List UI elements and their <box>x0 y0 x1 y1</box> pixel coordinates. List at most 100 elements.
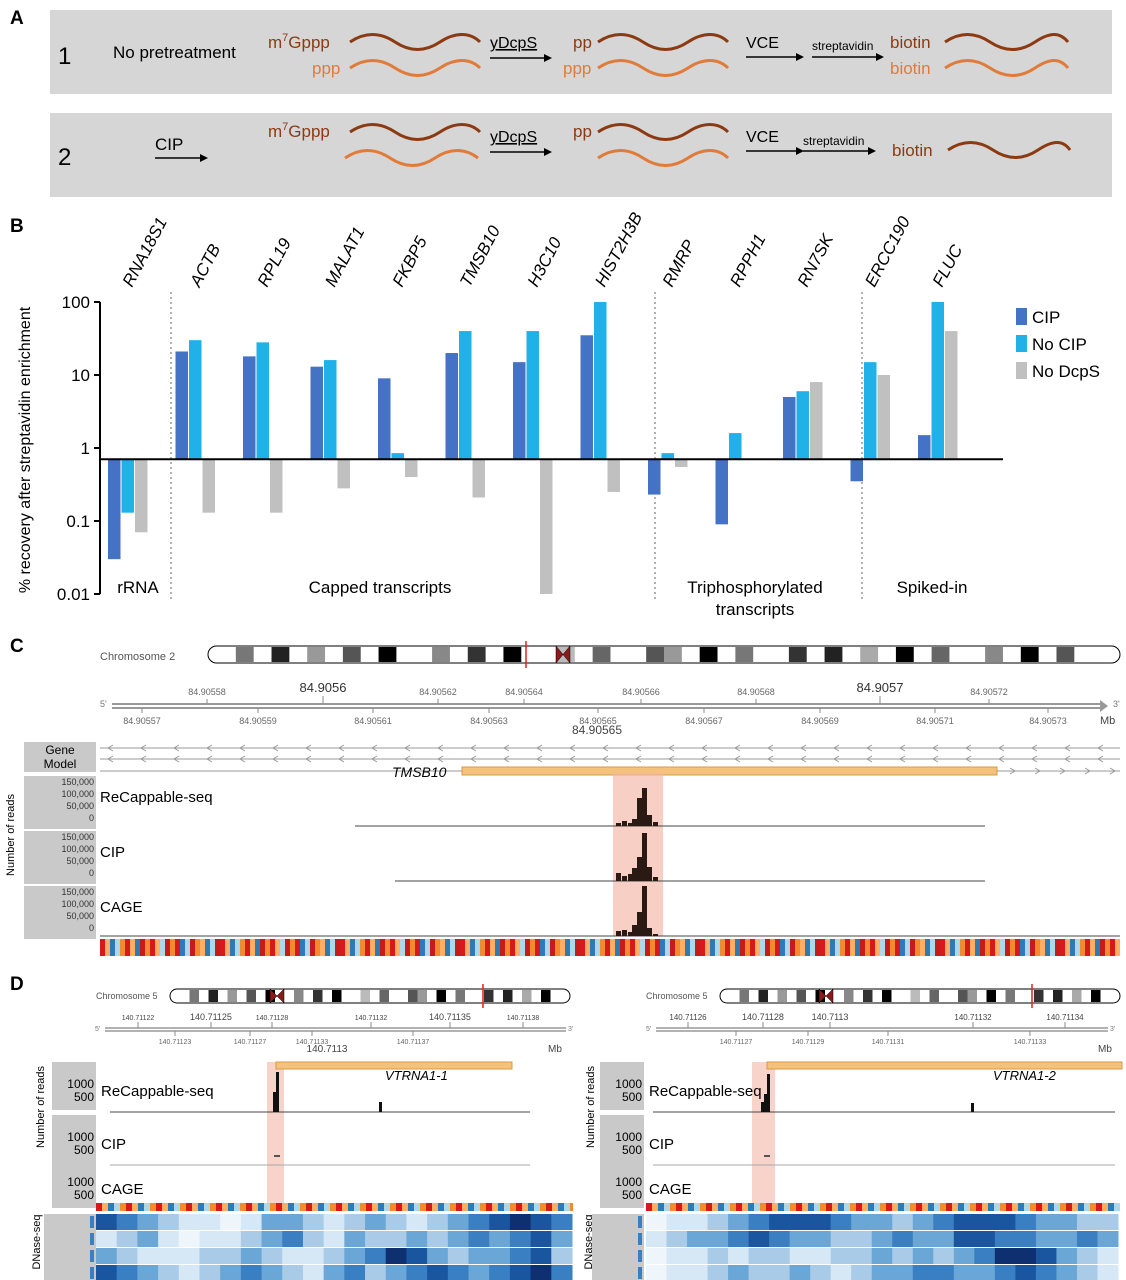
sequence-base <box>414 1203 417 1211</box>
centromere <box>555 645 571 664</box>
sequence-base <box>600 939 605 956</box>
sequence-base <box>380 939 385 956</box>
strand-arrow <box>569 755 576 763</box>
dnase-cell <box>953 1231 975 1247</box>
dnase-cell <box>323 1231 345 1247</box>
ruler-tick-label-bottom: 140.71127 <box>234 1039 267 1046</box>
sequence-base <box>995 939 1000 956</box>
gene-model-box <box>24 742 96 772</box>
chromosome-band <box>379 990 389 1002</box>
sequence-base <box>321 1203 324 1211</box>
dnase-cell <box>789 1214 811 1230</box>
row1-cap-bottom: ppp <box>312 59 340 78</box>
panel-d-left-gene-name: VTRNA1-1 <box>385 1068 448 1083</box>
sequence-base <box>399 1203 402 1211</box>
sequence-base <box>670 1203 673 1211</box>
strand-arrow <box>338 755 345 763</box>
sequence-base <box>351 1203 354 1211</box>
sequence-base <box>877 1203 880 1211</box>
sequence-base <box>655 939 660 956</box>
strand-arrow <box>965 744 972 752</box>
sequence-base <box>820 939 825 956</box>
sequence-base <box>862 1203 865 1211</box>
sequence-base <box>670 939 675 956</box>
sequence-base <box>883 1203 886 1211</box>
sequence-base <box>246 1203 249 1211</box>
sequence-base <box>907 1203 910 1211</box>
track-peak-bar <box>637 798 642 826</box>
dnase-cell <box>323 1248 345 1264</box>
sequence-base <box>934 1203 937 1211</box>
sequence-base <box>489 1203 492 1211</box>
sequence-base <box>811 1203 814 1211</box>
chromosome-band <box>735 647 754 662</box>
bar-cip <box>243 356 256 460</box>
sequence-base <box>130 939 135 956</box>
panel-b-label: B <box>10 216 24 237</box>
sequence-base <box>222 1203 225 1211</box>
sequence-base <box>417 1203 420 1211</box>
sequence-base <box>471 1203 474 1211</box>
sequence-base <box>1087 1203 1090 1211</box>
dnase-cell <box>830 1265 852 1280</box>
sequence-base <box>985 939 990 956</box>
sequence-base <box>1099 1203 1102 1211</box>
sequence-base <box>1000 1203 1003 1211</box>
track-tick-label: 50,000 <box>66 911 94 921</box>
sequence-base <box>1035 939 1040 956</box>
row1-pretreatment: No pretreatment <box>113 43 236 62</box>
sequence-base <box>724 1203 727 1211</box>
track-peak-bar <box>637 857 642 881</box>
track-name: CIP <box>649 1136 674 1153</box>
ruler-tick-label-bottom: 140.71133 <box>296 1039 329 1046</box>
dnase-cell <box>789 1265 811 1280</box>
dnase-cell <box>1056 1231 1078 1247</box>
strand-arrow <box>206 744 213 752</box>
sequence-base <box>156 1203 159 1211</box>
ruler-tick-label-bottom: 140.71133 <box>1014 1039 1047 1046</box>
chromosome-band <box>522 990 532 1002</box>
dnase-cell <box>912 1231 934 1247</box>
chromosome-band <box>664 647 682 662</box>
y-tick-label: 0.1 <box>66 512 90 531</box>
sequence-base <box>838 1203 841 1211</box>
dnase-cell <box>1056 1265 1078 1280</box>
y-tick-label: 1 <box>81 439 90 458</box>
sequence-base <box>1063 1203 1066 1211</box>
track-tick-label: 500 <box>74 1143 94 1157</box>
track-tick-label: 150,000 <box>61 887 94 897</box>
ruler-tick-label-top: 84.90564 <box>505 687 543 697</box>
sequence-base <box>438 1203 441 1211</box>
dnase-cell <box>851 1248 873 1264</box>
dnase-cell <box>261 1214 283 1230</box>
sequence-base <box>997 1203 1000 1211</box>
sequence-base <box>751 1203 754 1211</box>
bar-no-cip <box>729 433 742 460</box>
ruler-3prime: 3' <box>1110 1026 1115 1033</box>
sequence-base <box>805 1203 808 1211</box>
sequence-base <box>141 1203 144 1211</box>
track-peak-bar <box>276 1072 279 1112</box>
category-label: FLUC <box>929 241 967 290</box>
dnase-cell <box>687 1248 709 1264</box>
sequence-base <box>237 1203 240 1211</box>
dnase-cell <box>851 1231 873 1247</box>
panel-a-row2-bg <box>50 113 1112 197</box>
strand-arrow <box>668 755 675 763</box>
panel-d-left-dnase-label: DNase-seq <box>31 1214 43 1269</box>
track-peak-bar <box>653 822 658 826</box>
sequence-base <box>1102 1203 1105 1211</box>
dnase-cell <box>789 1248 811 1264</box>
chromosome-band <box>436 990 446 1002</box>
chromosome-band <box>777 990 787 1002</box>
dnase-cell <box>1035 1248 1057 1264</box>
sequence-base <box>780 939 785 956</box>
sequence-base <box>560 939 565 956</box>
sequence-base <box>528 1203 531 1211</box>
sequence-base <box>275 939 280 956</box>
sequence-base <box>1085 939 1090 956</box>
sequence-base <box>549 1203 552 1211</box>
track-peak-bar <box>647 815 652 826</box>
sequence-base <box>874 1203 877 1211</box>
track-tick-label: 0 <box>89 923 94 933</box>
